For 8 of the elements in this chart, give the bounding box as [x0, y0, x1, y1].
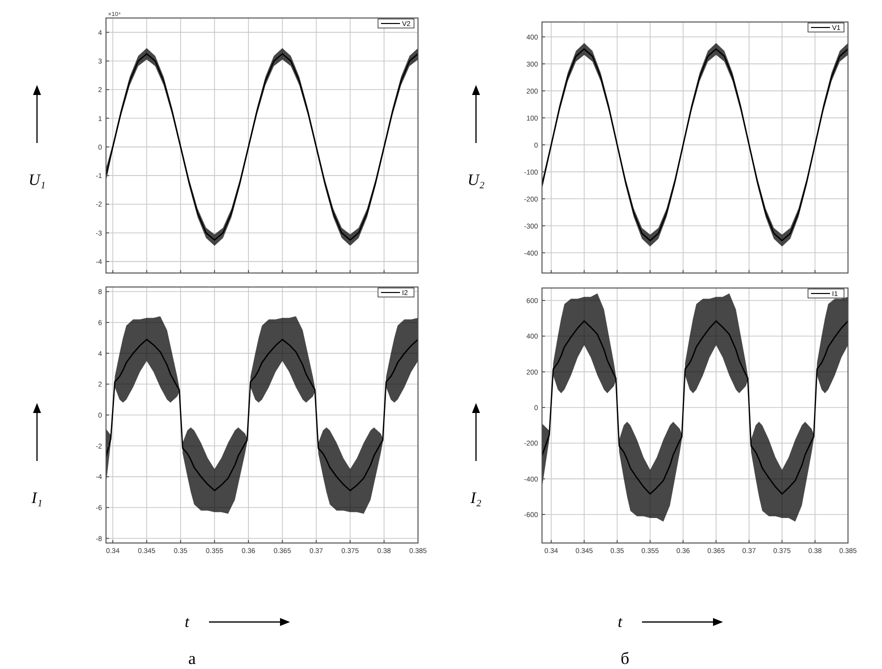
- y-axis-title: U₁: [28, 172, 46, 189]
- text: а: [188, 649, 196, 668]
- x-axis-title: t: [184, 614, 190, 631]
- y-axis-title: I₂: [470, 490, 482, 507]
- y-axis-title: U₂: [467, 172, 485, 189]
- x-axis-title: t: [618, 614, 623, 631]
- text: б: [620, 649, 630, 668]
- y-axis-title: I₁: [30, 490, 42, 507]
